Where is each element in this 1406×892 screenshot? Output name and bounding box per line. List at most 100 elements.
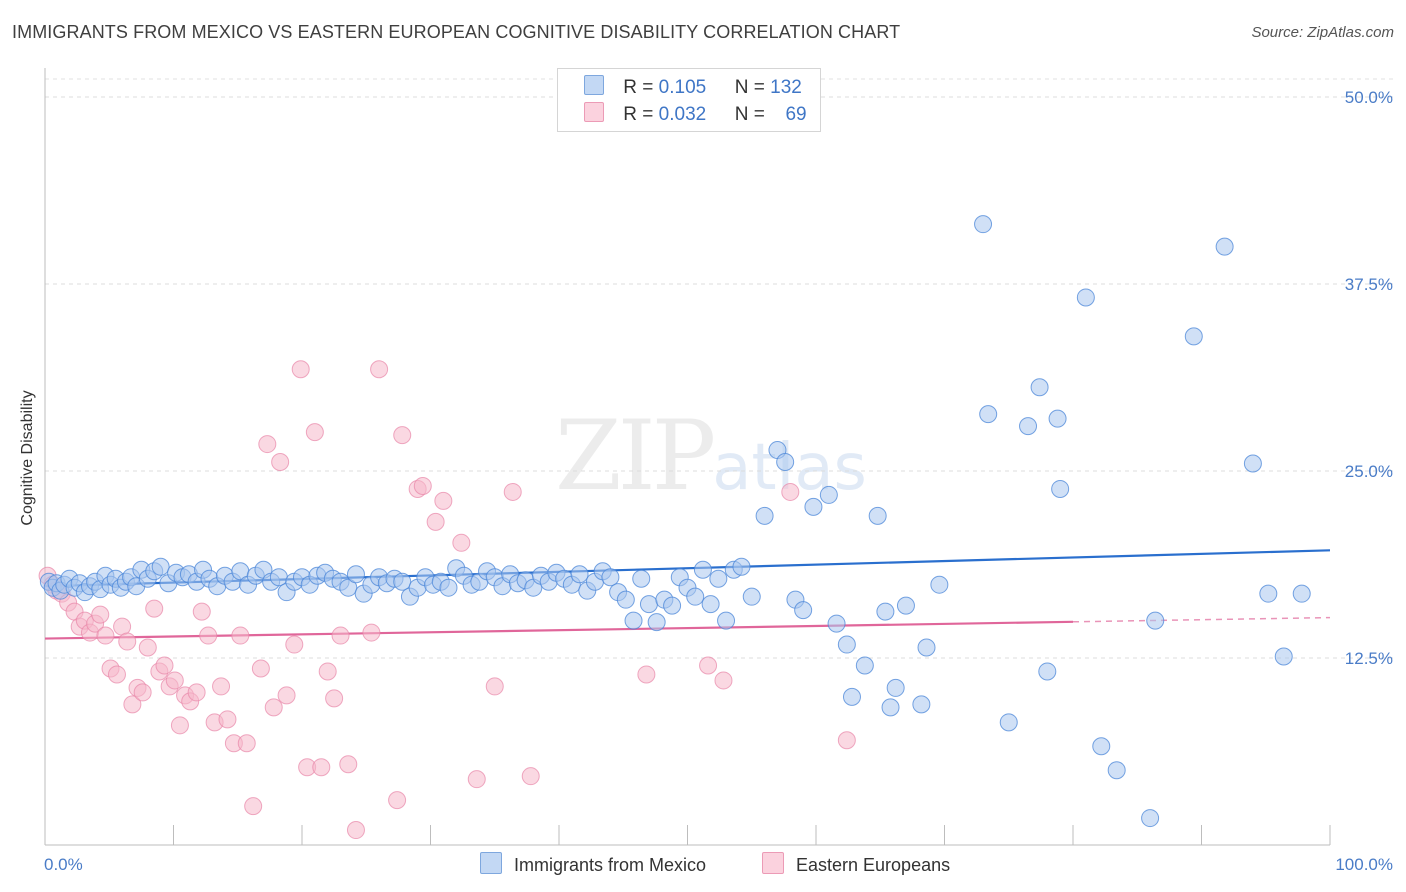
mexico-point — [979, 405, 998, 424]
eastern-point — [331, 626, 350, 645]
legend-row-eastern: R = 0.032 N = 69 — [584, 102, 807, 126]
mexico-point — [1019, 417, 1038, 436]
eastern-point — [434, 491, 453, 510]
mexico-point — [1038, 662, 1057, 681]
tick-labels: 12.5% 25.0% 37.5% 50.0% 0.0% 100.0% — [44, 88, 1393, 874]
mexico-point — [1051, 479, 1070, 498]
eastern-point — [258, 435, 277, 454]
mexico-point — [1030, 378, 1049, 397]
source-label: Source: ZipAtlas.com — [1251, 24, 1394, 41]
legend-r-label: R = — [623, 77, 654, 98]
mexico-point — [912, 695, 931, 714]
mexico-point — [876, 602, 895, 621]
eastern-point — [187, 683, 206, 702]
watermark-zip: ZIP — [555, 400, 716, 512]
legend-r-value: 0.032 — [658, 104, 707, 125]
eastern-point — [199, 626, 218, 645]
mexico-point — [1274, 647, 1293, 666]
eastern-point — [426, 512, 445, 531]
eastern-point — [305, 423, 324, 442]
mexico-point — [269, 568, 288, 587]
mexico-point — [624, 611, 643, 630]
eastern-point — [393, 426, 412, 445]
y-tick-label: 12.5% — [1345, 649, 1393, 668]
legend-n-label: N = — [734, 77, 765, 98]
mexico-point — [439, 578, 458, 597]
eastern-point — [123, 695, 142, 714]
eastern-point — [485, 677, 504, 696]
mexico-point — [855, 656, 874, 675]
eastern-point — [285, 635, 304, 654]
eastern-point — [133, 683, 152, 702]
bottom-legend-label-eastern: Eastern Europeans — [796, 855, 951, 875]
eastern-point — [237, 734, 256, 753]
legend-row-mexico: R = 0.105 N = 132 — [584, 75, 802, 99]
eastern-point — [231, 626, 250, 645]
mexico-point — [930, 575, 949, 594]
eastern-point — [96, 626, 115, 645]
eastern-point — [118, 632, 137, 651]
eastern-point — [170, 716, 189, 735]
eastern-point — [145, 599, 164, 618]
eastern-point — [714, 671, 733, 690]
mexico-point — [819, 485, 838, 504]
eastern-point — [113, 617, 132, 636]
mexico-point — [886, 678, 905, 697]
legend-n-value: 132 — [770, 77, 802, 98]
eastern-point — [346, 821, 365, 840]
bottom-legend-swatch-eastern — [762, 852, 784, 874]
mexico-point — [151, 557, 170, 576]
stats-legend: R = 0.105 N = 132 R = 0.032 N = 69 — [557, 68, 821, 132]
eastern-point — [339, 755, 358, 774]
mexico-point — [1146, 611, 1165, 630]
eastern-point — [264, 698, 283, 717]
mexico-point — [837, 635, 856, 654]
eastern-point — [325, 689, 344, 708]
eastern-point — [155, 656, 174, 675]
mexico-point — [868, 506, 887, 525]
eastern-europeans-points — [38, 360, 856, 840]
mexico-point — [1048, 409, 1067, 428]
mexico-point — [896, 596, 915, 615]
mexico-point — [804, 497, 823, 516]
mexico-point — [616, 590, 635, 609]
mexico-point — [732, 557, 751, 576]
mexico-points — [39, 215, 1311, 828]
eastern-point — [251, 659, 270, 678]
bottom-legend-label-mexico: Immigrants from Mexico — [514, 855, 707, 875]
eastern-point — [503, 482, 522, 501]
mexico-point — [1292, 584, 1311, 603]
mexico-point — [393, 572, 412, 591]
mexico-point — [742, 587, 761, 606]
eastern-point — [452, 533, 471, 552]
x-tick-label: 0.0% — [44, 855, 83, 874]
y-tick-label: 50.0% — [1345, 88, 1393, 107]
eastern-point — [781, 482, 800, 501]
mexico-point — [709, 569, 728, 588]
mexico-point — [601, 568, 620, 587]
eastern-point — [165, 671, 184, 690]
eastern-trend-line-dashed — [1072, 616, 1331, 623]
mexico-point — [755, 506, 774, 525]
eastern-point — [318, 662, 337, 681]
eastern-point — [521, 767, 540, 786]
axes — [44, 68, 1331, 846]
eastern-point — [277, 686, 296, 705]
mexico-point — [1076, 288, 1095, 307]
mexico-point — [794, 601, 813, 620]
mexico-point — [917, 638, 936, 657]
eastern-point — [467, 770, 486, 789]
mexico-point — [881, 698, 900, 717]
mexico-point — [346, 565, 365, 584]
chart-title: IMMIGRANTS FROM MEXICO VS EASTERN EUROPE… — [12, 22, 901, 42]
watermark: ZIPatlas — [555, 400, 867, 512]
eastern-trend-line — [44, 620, 1074, 640]
bottom-legend-swatch-mexico — [480, 852, 502, 874]
eastern-point — [212, 677, 231, 696]
eastern-point — [291, 360, 310, 379]
mexico-point — [1184, 327, 1203, 346]
mexico-point — [717, 611, 736, 630]
eastern-point — [362, 623, 381, 642]
mexico-point — [1141, 809, 1160, 828]
